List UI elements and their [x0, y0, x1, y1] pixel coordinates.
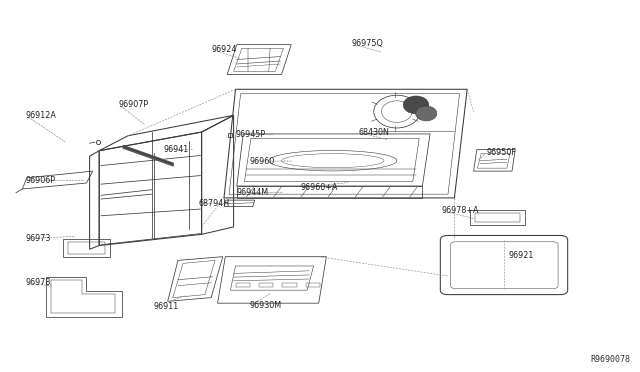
- Text: 96924: 96924: [211, 45, 237, 54]
- Text: 96907P: 96907P: [118, 100, 148, 109]
- Text: R9690078: R9690078: [590, 355, 630, 364]
- Text: 96978+A: 96978+A: [442, 206, 479, 215]
- Text: 96906P: 96906P: [26, 176, 56, 185]
- Text: 96911: 96911: [154, 302, 179, 311]
- Text: 96944M: 96944M: [237, 188, 269, 197]
- Text: 96960: 96960: [250, 157, 275, 166]
- Text: 96941: 96941: [163, 145, 188, 154]
- Text: 96930M: 96930M: [250, 301, 282, 310]
- Text: 96912A: 96912A: [26, 111, 56, 120]
- Ellipse shape: [403, 96, 429, 114]
- Text: 96945P: 96945P: [236, 130, 266, 139]
- Text: 96975Q: 96975Q: [352, 39, 384, 48]
- Ellipse shape: [416, 106, 437, 121]
- Text: 96973: 96973: [26, 234, 51, 243]
- Text: 68430N: 68430N: [358, 128, 389, 137]
- Text: 96978: 96978: [26, 278, 51, 287]
- Text: 96950F: 96950F: [486, 148, 516, 157]
- Text: 96960+A: 96960+A: [301, 183, 338, 192]
- Text: 68794H: 68794H: [198, 199, 230, 208]
- Text: 96921: 96921: [509, 251, 534, 260]
